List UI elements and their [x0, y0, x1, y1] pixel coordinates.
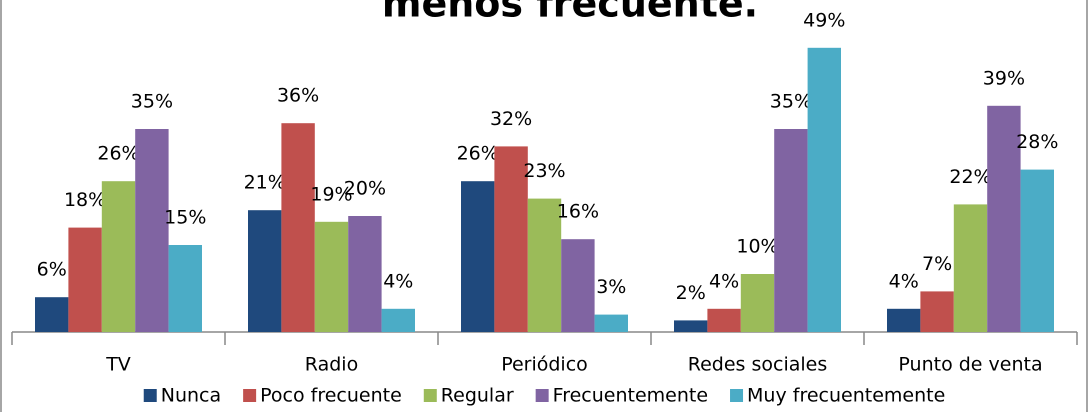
x-tick-label: Periódico	[501, 354, 588, 376]
bar	[707, 308, 741, 332]
data-label: 7%	[922, 253, 952, 275]
data-label: 26%	[97, 143, 139, 165]
bar	[68, 227, 102, 332]
x-tick-label: Punto de venta	[898, 354, 1042, 376]
chart-title: menos frecuente.	[382, 0, 758, 26]
bar	[381, 308, 415, 332]
bar	[135, 129, 169, 332]
legend-swatch	[423, 389, 437, 402]
bar	[561, 239, 595, 332]
legend-label: Muy frecuentemente	[747, 385, 945, 407]
bar	[168, 245, 202, 332]
bar	[248, 210, 282, 332]
data-label: 28%	[1016, 131, 1058, 153]
legend-swatch	[535, 389, 549, 402]
data-label: 20%	[344, 178, 386, 200]
bar	[281, 123, 315, 332]
bar	[887, 308, 921, 332]
bar	[774, 129, 808, 332]
legend-swatch	[730, 389, 744, 402]
data-label: 35%	[770, 91, 812, 113]
bar	[674, 320, 708, 332]
data-label: 2%	[676, 282, 706, 304]
bar	[807, 47, 841, 333]
data-label: 39%	[983, 67, 1025, 89]
bar	[348, 216, 382, 332]
bar	[594, 314, 628, 332]
data-label: 26%	[457, 143, 499, 165]
bar	[314, 221, 349, 332]
bar	[527, 198, 562, 332]
data-label: 10%	[736, 236, 778, 258]
data-label: 4%	[383, 270, 413, 292]
data-label: 16%	[557, 201, 599, 223]
data-label: 15%	[164, 207, 206, 229]
data-label: 4%	[889, 270, 919, 292]
data-label: 35%	[131, 91, 173, 113]
data-label: 4%	[709, 270, 739, 292]
legend-label: Poco frecuente	[260, 385, 402, 407]
x-tick-label: TV	[105, 354, 131, 376]
data-label: 36%	[277, 85, 319, 107]
x-tick-label: Redes sociales	[688, 354, 828, 376]
data-label: 21%	[244, 172, 286, 194]
bar	[740, 274, 775, 332]
data-label: 19%	[310, 183, 352, 205]
data-label: 32%	[490, 108, 532, 130]
legend-swatch	[143, 389, 157, 402]
legend-swatch	[243, 389, 257, 402]
legend-label: Nunca	[161, 385, 221, 407]
legend-label: Frecuentemente	[553, 385, 708, 407]
bar	[987, 105, 1021, 332]
bar	[1020, 169, 1054, 332]
data-label: 22%	[949, 166, 991, 188]
data-label: 49%	[803, 9, 845, 31]
bar	[101, 181, 136, 332]
legend-label: Regular	[441, 385, 514, 407]
bar	[461, 181, 495, 332]
data-label: 18%	[64, 189, 106, 211]
data-label: 3%	[596, 276, 626, 298]
bar	[35, 297, 69, 332]
bar	[920, 291, 954, 332]
x-tick-label: Radio	[305, 354, 358, 376]
bar	[494, 146, 528, 332]
data-label: 6%	[37, 259, 67, 281]
bar	[953, 204, 988, 332]
data-label: 23%	[523, 160, 565, 182]
